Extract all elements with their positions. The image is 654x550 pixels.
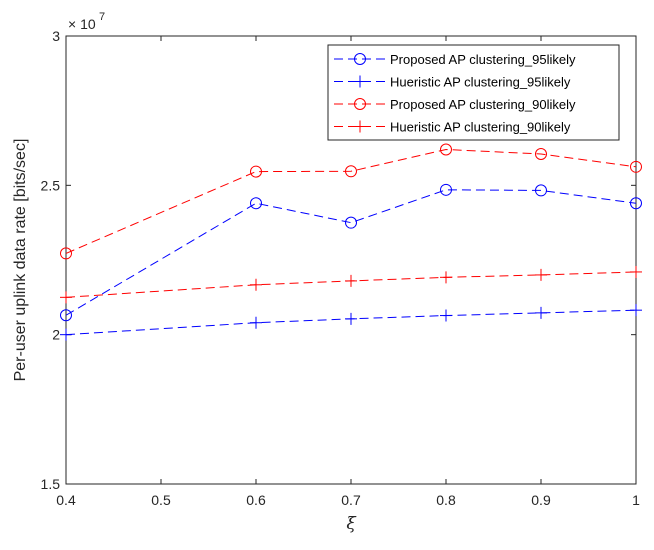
y-exponent: × 10 7 — [68, 11, 105, 32]
legend-entry: Proposed AP clustering_95likely — [334, 52, 576, 67]
legend: Proposed AP clustering_95likely Hueristic… — [327, 44, 620, 141]
data-point — [440, 271, 452, 284]
legend-label: Hueristic AP clustering_90likely — [390, 120, 571, 135]
data-point — [345, 216, 357, 229]
series-line — [65, 271, 637, 298]
data-point — [440, 309, 452, 322]
legend-entry: Proposed AP clustering_90likely — [334, 97, 576, 112]
legend-marker — [354, 98, 366, 110]
data-point — [60, 291, 72, 304]
y-tick-label: 2.5 — [41, 177, 61, 193]
y-tick-label: 1.5 — [41, 476, 61, 492]
series-4 — [60, 265, 642, 304]
x-tick-label: 1 — [632, 492, 640, 508]
legend-label: Proposed AP clustering_90likely — [390, 97, 576, 112]
data-point — [250, 197, 262, 210]
series-line — [65, 148, 637, 254]
series-1 — [60, 183, 642, 322]
axes: 0.4 0.5 0.6 0.7 0.8 0.9 1 1.5 2 2.5 3 — [41, 28, 641, 508]
data-point — [535, 268, 547, 281]
legend-marker — [354, 53, 366, 65]
data-point — [535, 147, 547, 160]
data-point — [345, 274, 357, 287]
x-tick-label: 0.6 — [246, 492, 266, 508]
data-point — [60, 247, 72, 260]
x-tick-label: 0.4 — [56, 492, 76, 508]
data-point — [60, 309, 72, 322]
data-point — [345, 312, 357, 325]
data-point — [440, 143, 452, 156]
data-point — [345, 165, 357, 178]
y-tick-label: 3 — [52, 28, 60, 44]
data-point — [630, 197, 642, 210]
series-2 — [60, 304, 642, 341]
legend-entry: Hueristic AP clustering_95likely — [334, 75, 571, 90]
legend-marker — [354, 120, 366, 133]
y-exponent-power: 7 — [99, 11, 105, 23]
legend-box — [327, 44, 620, 141]
series-line — [65, 189, 637, 316]
legend-label: Proposed AP clustering_95likely — [390, 52, 576, 67]
x-tick-label: 0.8 — [436, 492, 456, 508]
x-tick-label: 0.9 — [531, 492, 551, 508]
data-point — [60, 328, 72, 341]
data-point — [250, 316, 262, 329]
y-exponent-base: × 10 — [68, 16, 96, 32]
y-tick-label: 2 — [52, 327, 60, 343]
data-point — [535, 306, 547, 319]
x-tick-label: 0.5 — [151, 492, 171, 508]
data-point — [630, 265, 642, 278]
data-point — [250, 278, 262, 291]
x-axis-label: ξ — [346, 514, 357, 534]
legend-entry: Hueristic AP clustering_90likely — [334, 120, 571, 135]
series-layer — [60, 143, 642, 341]
series-line — [65, 309, 637, 336]
x-tick-label: 0.7 — [341, 492, 361, 508]
data-point — [535, 184, 547, 197]
data-point — [250, 165, 262, 178]
data-point — [630, 304, 642, 317]
y-axis-label: Per-user uplink data rate [bits/sec] — [12, 139, 29, 382]
legend-marker — [354, 75, 366, 88]
series-3 — [60, 143, 642, 260]
data-point — [440, 183, 452, 196]
legend-label: Hueristic AP clustering_95likely — [390, 75, 571, 90]
data-point — [630, 160, 642, 173]
